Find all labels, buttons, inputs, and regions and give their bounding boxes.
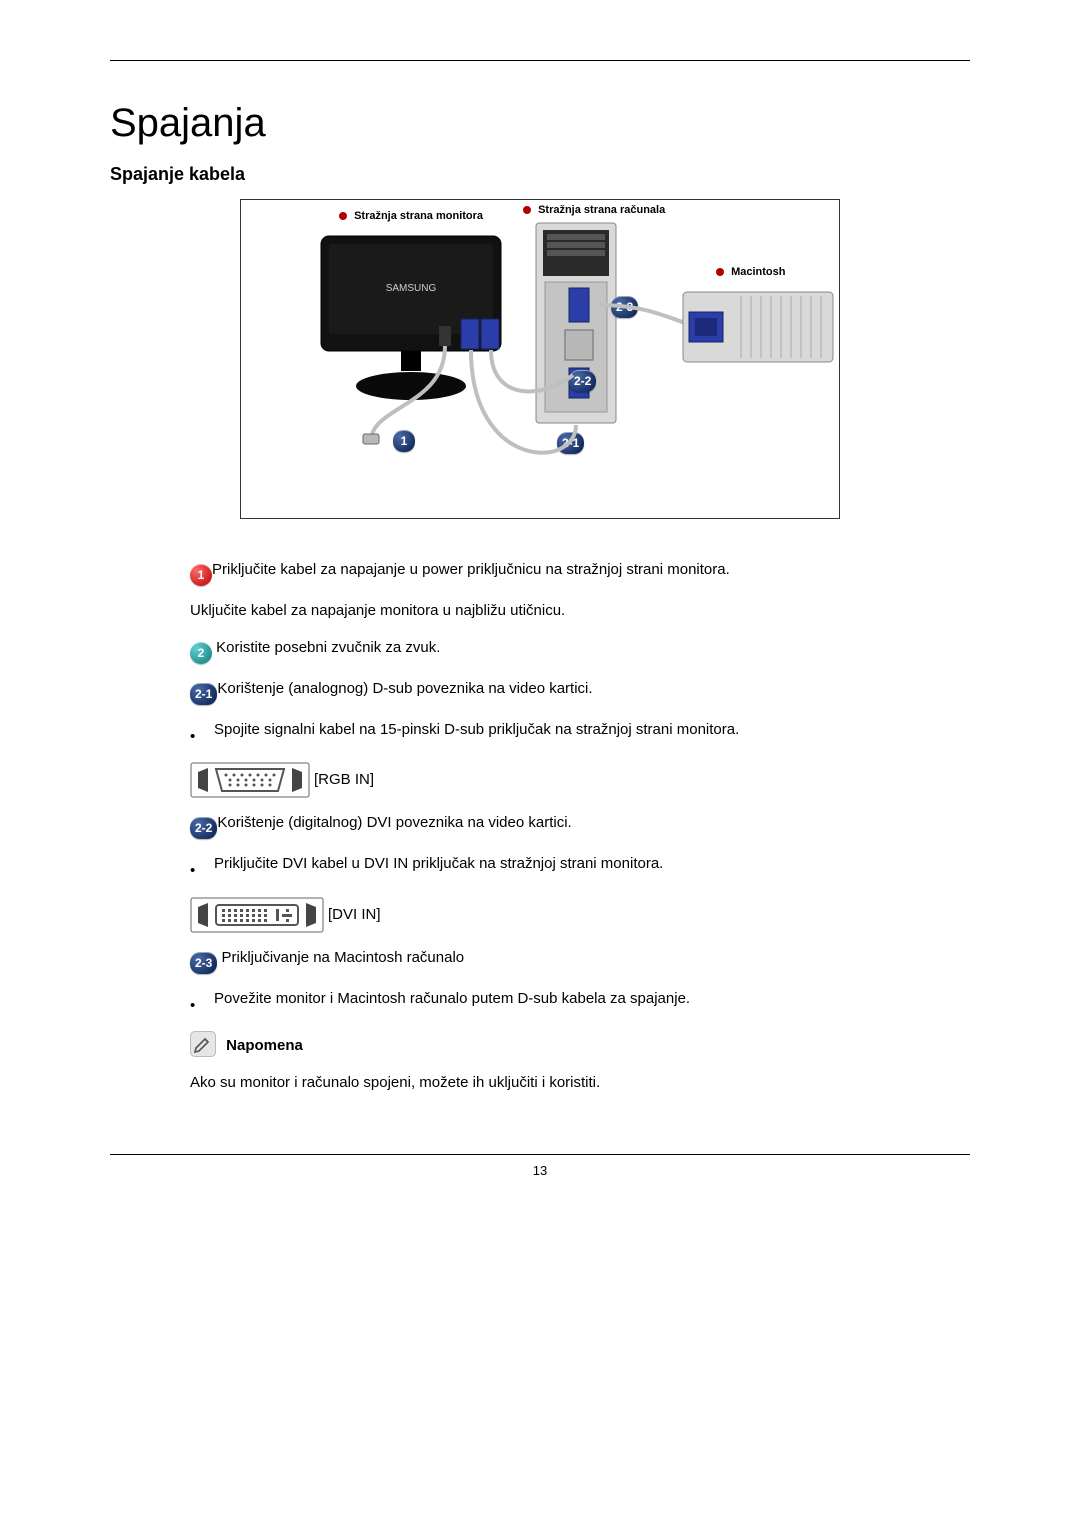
step-2-2-text: Korištenje (digitalnog) DVI poveznika na… [217,814,571,831]
macintosh-illustration [681,282,836,372]
badge-2-icon: 2 [190,642,212,664]
note-label: Napomena [222,1037,303,1054]
bullet-2-3: Povežite monitor i Macintosh računalo pu… [190,988,970,1018]
step-2: 2 Koristite posebni zvučnik za zvuk. [190,637,970,664]
connection-diagram: Stražnja strana monitora Stražnja strana… [240,199,840,519]
body-content: 1Priključite kabel za napajanje u power … [190,559,970,1094]
top-rule [110,60,970,61]
bullet-dot-icon [190,995,202,1018]
rgb-label: [RGB IN] [314,771,374,788]
step-2-text: Koristite posebni zvučnik za zvuk. [212,639,440,656]
dvi-label: [DVI IN] [328,906,381,923]
badge-2-2-icon: 2-2 [190,817,217,839]
bottom-rule [110,1154,970,1155]
note-heading: Napomena [190,1031,970,1058]
step-2-1-text: Korištenje (analognog) D-sub poveznika n… [217,680,592,697]
dvi-port-row: [DVI IN] [190,897,970,933]
step-2-1: 2-1Korištenje (analognog) D-sub poveznik… [190,678,970,705]
bullet-2-1-text: Spojite signalni kabel na 15-pinski D-su… [202,719,970,742]
bullet-2-2: Priključite DVI kabel u DVI IN priključa… [190,853,970,883]
bullet-2-1: Spojite signalni kabel na 15-pinski D-su… [190,719,970,749]
step-2-2: 2-2Korištenje (digitalnog) DVI poveznika… [190,812,970,839]
step-1-text: Priključite kabel za napajanje u power p… [212,561,730,578]
note-text: Ako su monitor i računalo spojeni, možet… [190,1072,970,1095]
badge-2-3-icon: 2-3 [190,952,217,974]
page-title: Spajanja [110,101,970,146]
rgb-port-row: [RGB IN] [190,762,970,798]
badge-1-icon: 1 [190,564,212,586]
step-1: 1Priključite kabel za napajanje u power … [190,559,970,586]
page: Spajanja Spajanje kabela Stražnja strana… [0,0,1080,1218]
note-icon [190,1031,216,1057]
bullet-2-3-text: Povežite monitor i Macintosh računalo pu… [202,988,970,1011]
page-subtitle: Spajanje kabela [110,164,970,185]
connection-diagram-container: Stražnja strana monitora Stražnja strana… [240,199,840,519]
step-2-3-text: Priključivanje na Macintosh računalo [217,949,464,966]
rgb-port-icon [190,762,310,798]
bullet-dot-icon [190,860,202,883]
bullet-2-2-text: Priključite DVI kabel u DVI IN priključa… [202,853,970,876]
step-2-3: 2-3 Priključivanje na Macintosh računalo [190,947,970,974]
dvi-port-icon [190,897,324,933]
step-1b-text: Uključite kabel za napajanje monitora u … [190,600,970,623]
page-number: 13 [110,1163,970,1178]
bullet-dot-icon [190,726,202,749]
badge-2-1-icon: 2-1 [190,683,217,705]
